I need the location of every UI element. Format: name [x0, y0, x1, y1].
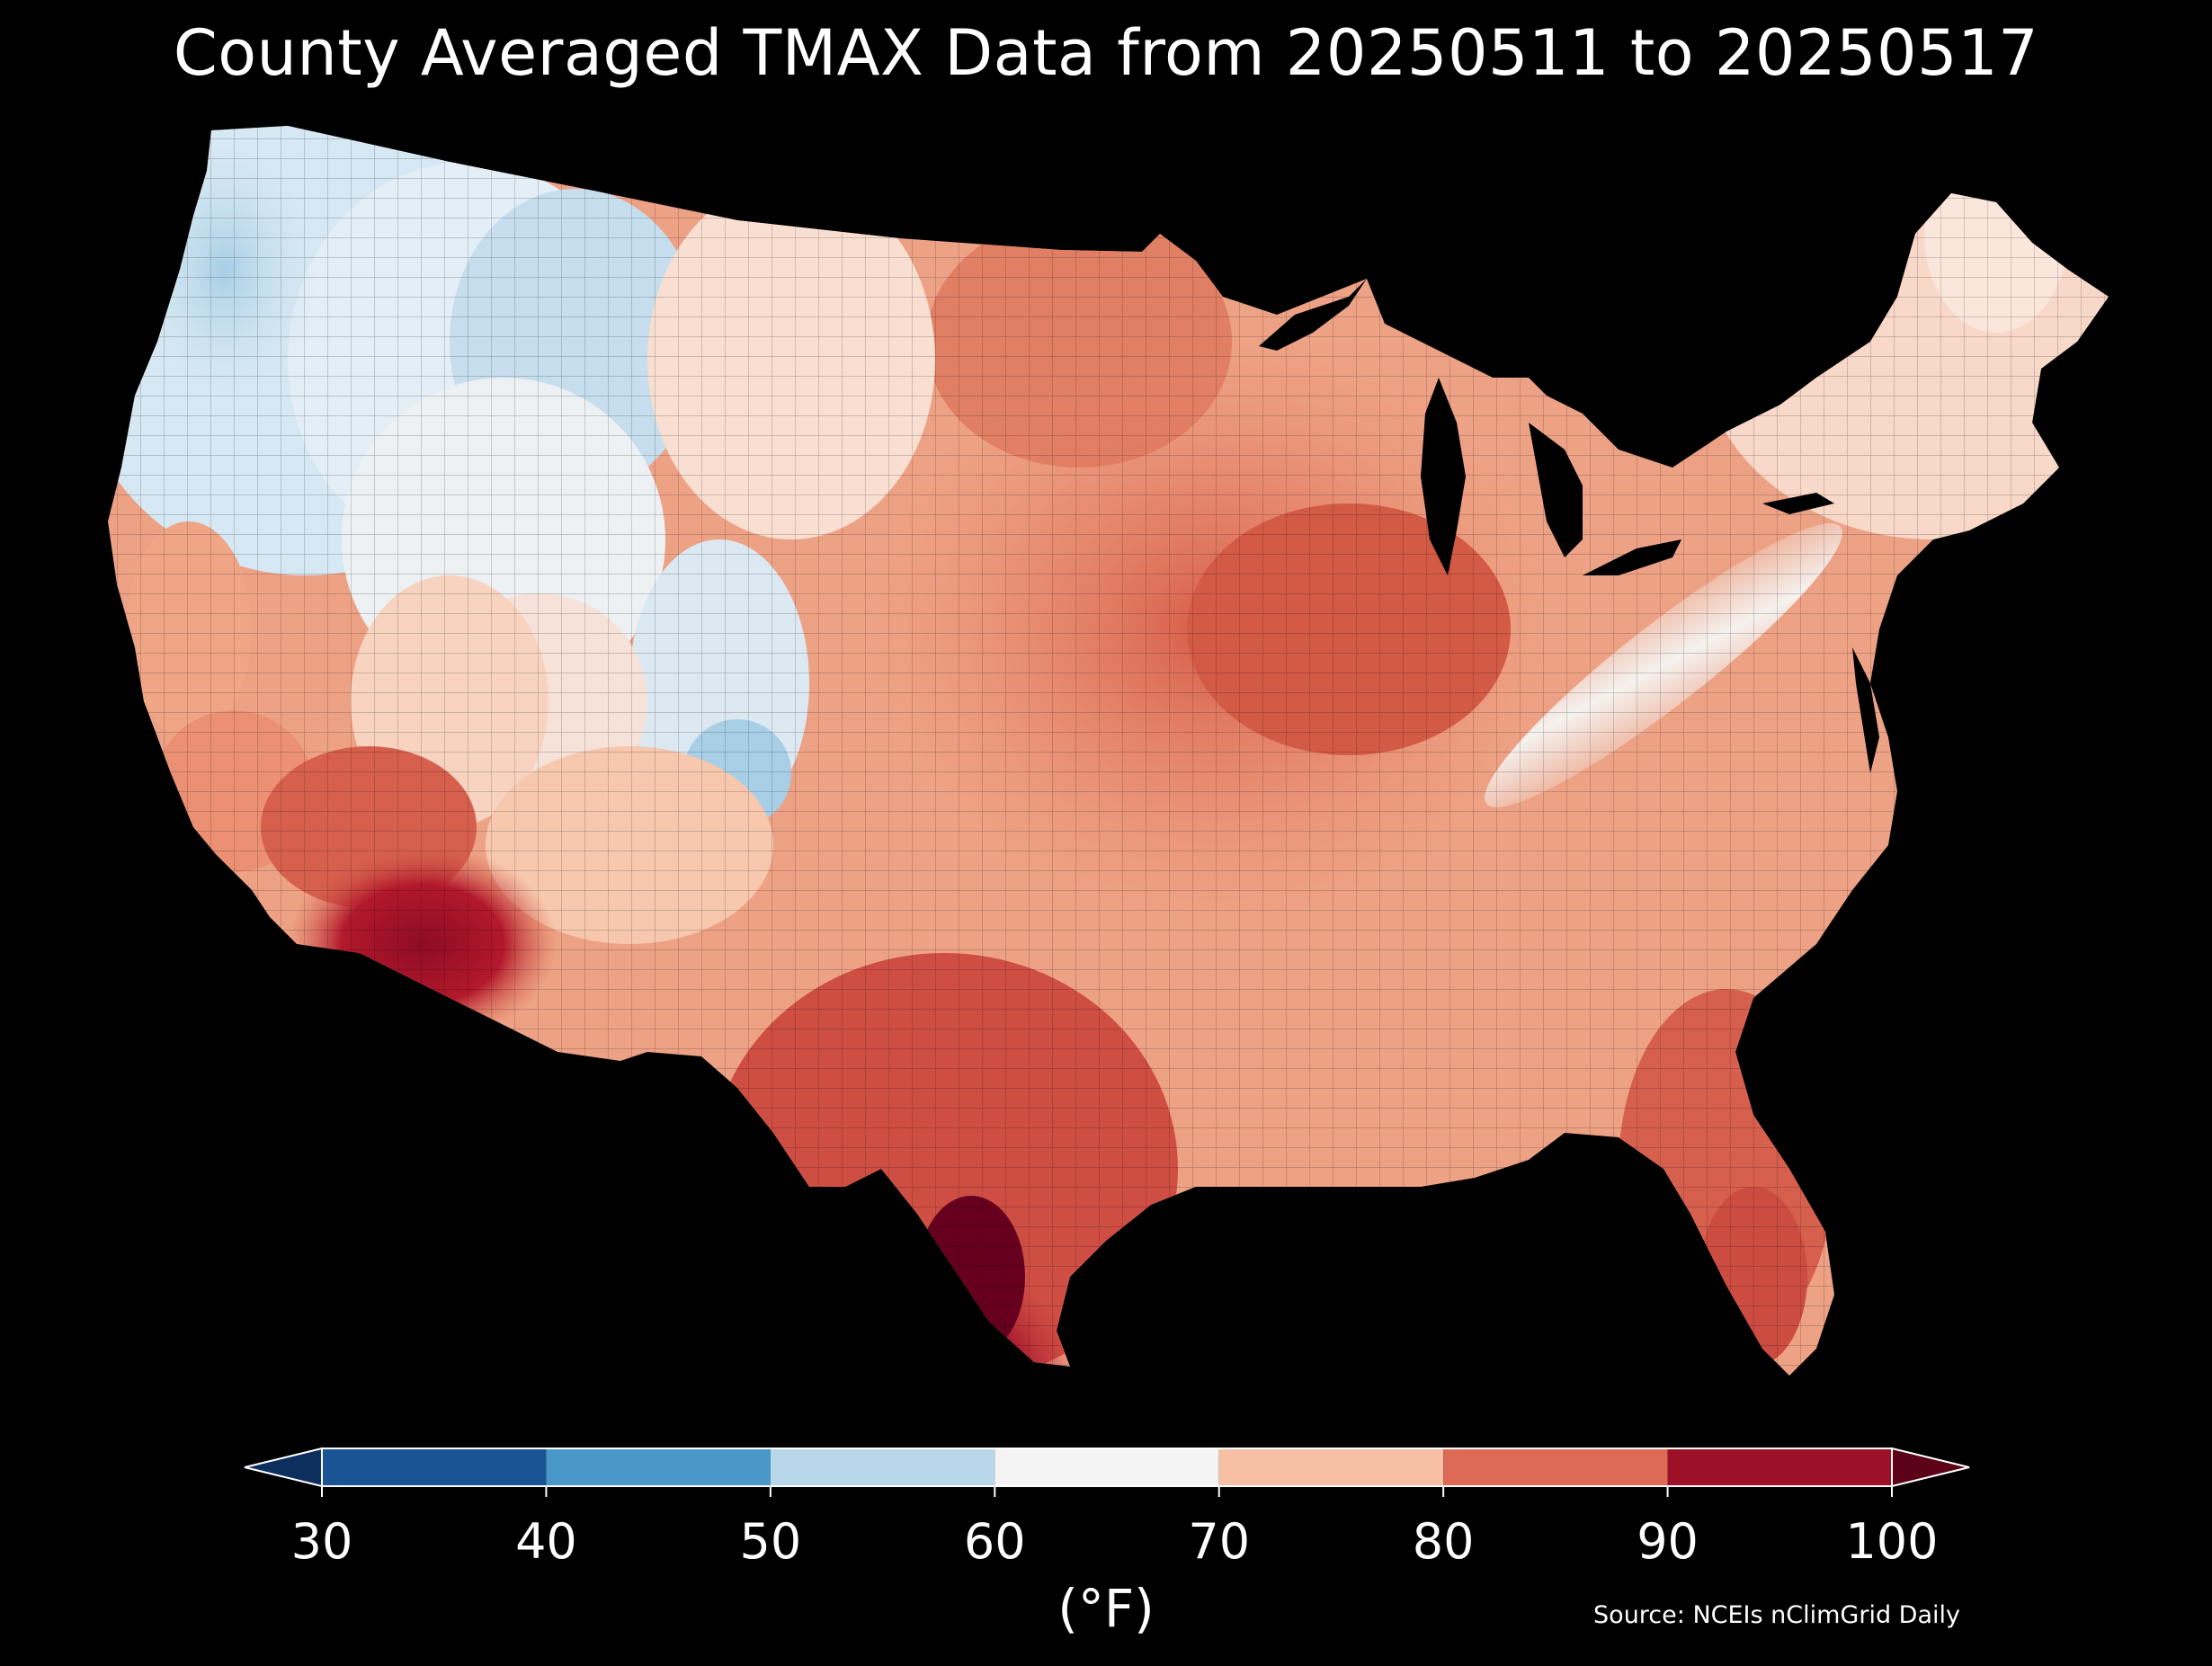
colorbar-tick-label: 50: [739, 1513, 802, 1570]
colorbar-bin: [995, 1448, 1219, 1486]
colorbar-bin: [322, 1448, 547, 1486]
colorbar-ticks: [321, 1486, 1893, 1497]
colorbar-bin: [546, 1448, 771, 1486]
colorbar-tick-label: 100: [1845, 1513, 1939, 1570]
colorbar-over-arrow: [1891, 1447, 1970, 1488]
source-credit: Source: NCEIs nClimGrid Daily: [1593, 1601, 1960, 1629]
colorbar-frame: [321, 1448, 1893, 1487]
colorbar-tick-label: 80: [1412, 1513, 1475, 1570]
colorbar-tick-label: 90: [1637, 1513, 1699, 1570]
colorbar-under-arrow: [244, 1447, 323, 1488]
colorbar-bins: [322, 1448, 1892, 1486]
map-title: County Averaged TMAX Data from 20250511 …: [173, 16, 2039, 90]
colorbar-tick-label: 60: [963, 1513, 1026, 1570]
colorbar-tick-label: 30: [290, 1513, 353, 1570]
colorbar-bin: [770, 1448, 995, 1486]
colorbar-tick-label: 40: [515, 1513, 577, 1570]
colorbar-tick-label: 70: [1188, 1513, 1251, 1570]
great-lakes: [1259, 279, 1834, 575]
colorbar-bin: [1218, 1448, 1444, 1486]
colorbar-bin: [1443, 1448, 1668, 1486]
colorbar-unit-label: (°F): [1057, 1578, 1155, 1639]
chesapeake-bay: [1852, 647, 1879, 773]
colorbar-bin: [1667, 1448, 1892, 1486]
